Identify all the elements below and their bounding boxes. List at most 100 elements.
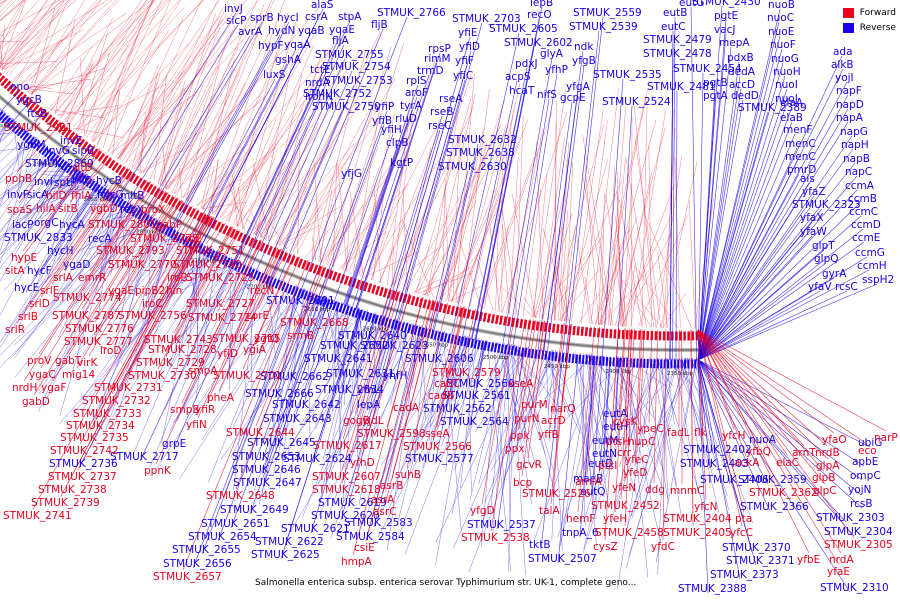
gene-label: invG: [46, 145, 70, 157]
forward-hit-line: [444, 178, 450, 302]
reverse-hit-line: [16, 129, 27, 198]
gene-label: eutQ: [580, 486, 606, 498]
gene-leader-line: [698, 99, 716, 360]
forward-hit-line: [58, 0, 168, 117]
gene-leader-line: [617, 328, 625, 436]
gene-label: ccmA: [845, 180, 875, 192]
gene-label: yfeN: [612, 482, 636, 494]
forward-hit-line: [157, 80, 186, 185]
forward-hit-line: [8, 34, 43, 76]
gene-label: tctE: [310, 64, 331, 76]
gene-label: STMUK_2725: [186, 272, 255, 284]
gene-label: sitA: [5, 265, 26, 277]
gene-label: invF: [7, 189, 29, 201]
gene-label: rcsB: [850, 498, 873, 510]
forward-hit-line: [542, 228, 570, 323]
gene-leader-line: [698, 94, 849, 360]
gene-leader-line: [197, 246, 277, 419]
gene-label: grpE: [162, 438, 186, 450]
reverse-hit-line: [673, 357, 705, 432]
gene-label: rseC: [428, 120, 452, 132]
gene-leader-line: [616, 105, 633, 359]
forward-hit-line: [371, 56, 437, 281]
gene-leader-line: [47, 145, 95, 203]
reverse-hit-line: [656, 357, 682, 520]
gene-label: ccmE: [852, 232, 880, 244]
forward-hit-line: [254, 153, 299, 236]
gene-label: STMUK_2638: [446, 147, 515, 159]
gene-label: yfgD: [470, 505, 495, 517]
forward-hit-line: [48, 0, 157, 109]
gene-label: nuoE: [768, 26, 794, 38]
forward-hit-line: [80, 58, 85, 136]
reverse-hit-line: [112, 251, 221, 418]
reverse-hit-line: [0, 176, 91, 255]
forward-hit-line: [265, 73, 303, 240]
kbp-tick-label: 2600 kbp: [363, 327, 389, 333]
reverse-hit-line: [478, 344, 515, 485]
gene-label: rseB: [430, 106, 453, 118]
gene-leader-line: [384, 129, 441, 318]
reverse-hit-line: [486, 340, 512, 572]
forward-hit-line: [417, 126, 501, 294]
gene-leader-line: [391, 300, 439, 480]
reverse-hit-line: [0, 153, 58, 234]
forward-hit-line: [200, 146, 277, 209]
gene-leader-line: [540, 353, 564, 550]
gene-label: hycI: [277, 12, 299, 24]
forward-hit-line: [0, 36, 29, 68]
gene-leader-line: [22, 149, 101, 252]
gene-label: STMUK_2458: [595, 527, 664, 539]
gene-leader-line: [301, 16, 408, 290]
gene-label: srlB: [18, 311, 38, 323]
forward-hit-line: [564, 158, 609, 322]
reverse-hit-line: [0, 114, 10, 136]
reverse-hit-line: [681, 357, 720, 513]
gene-label: yfiN: [186, 419, 207, 431]
gene-leader-line: [83, 148, 100, 162]
forward-hit-line: [186, 4, 265, 201]
gene-leader-line: [698, 147, 798, 360]
gene-label: napH: [841, 139, 869, 151]
gene-label: STMUK_2478: [643, 48, 712, 60]
gene-leader-line: [193, 63, 288, 241]
reverse-hit-line: [99, 192, 115, 277]
forward-hit-line: [311, 200, 318, 260]
gene-leader-line: [104, 184, 109, 189]
forward-hit-line: [79, 0, 203, 133]
gene-label: pheA: [207, 392, 235, 404]
gene-leader-line: [250, 58, 346, 269]
reverse-hit-line: [427, 341, 498, 429]
gene-leader-line: [343, 84, 419, 305]
reverse-hit-line: [674, 357, 699, 494]
gene-leader-line: [218, 249, 284, 392]
gene-label: ccmB: [848, 193, 877, 205]
reverse-hit-line: [490, 343, 508, 513]
gene-leader-line: [131, 207, 136, 215]
gene-leader-line: [389, 321, 399, 351]
gene-leader-line: [451, 32, 520, 335]
gene-leader-line: [215, 234, 250, 298]
gene-label: sitB: [58, 203, 78, 215]
gene-label: yfhD: [350, 457, 375, 469]
gene-label: tktB: [529, 539, 551, 551]
gene-leader-line: [170, 49, 271, 229]
forward-hit-line: [125, 0, 202, 164]
forward-hit-line: [391, 246, 394, 287]
forward-hit-line: [448, 285, 484, 302]
gene-label: STMUK_2756: [118, 310, 187, 322]
gene-label: yfiD: [459, 41, 480, 53]
gene-label: menF: [783, 124, 812, 136]
gene-leader-line: [149, 207, 197, 285]
reverse-hit-line: [110, 198, 125, 277]
forward-hit-line: [424, 276, 438, 296]
gene-leader-line: [205, 221, 223, 245]
reverse-hit-line: [306, 289, 311, 441]
gene-leader-line: [697, 329, 825, 472]
forward-hit-line: [174, 48, 300, 194]
gene-label: mltB: [120, 190, 144, 202]
forward-hit-line: [201, 43, 336, 209]
forward-hit-line: [0, 0, 27, 68]
gene-label: STMUK_2753: [324, 75, 393, 87]
gene-label: lepA: [357, 399, 381, 411]
